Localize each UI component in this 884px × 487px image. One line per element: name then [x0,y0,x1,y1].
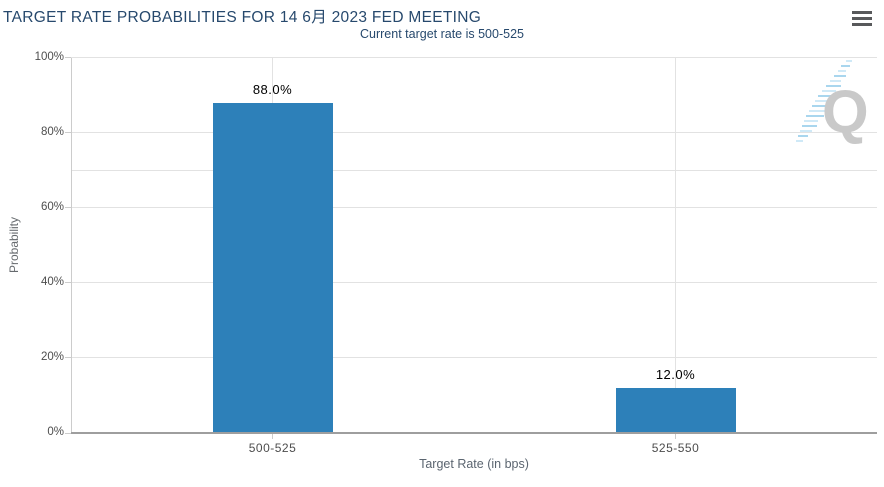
y-gridline [71,132,877,134]
y-gridline [71,207,877,209]
y-tick-label: 20% [40,350,64,363]
menu-bar [852,22,872,26]
y-axis-tick [65,357,71,359]
x-axis-title: Target Rate (in bps) [419,457,529,471]
y-tick-label: 0% [47,426,64,438]
y-gridline [71,357,877,359]
y-axis-line [71,57,72,433]
x-gridline [675,57,676,433]
bar-500-525[interactable] [212,102,333,433]
y-tick-label: 40% [40,275,64,288]
y-axis-tick [65,57,71,58]
y-axis-tick [65,132,71,134]
watermark-q-letter: Q [822,78,869,145]
chart-title: TARGET RATE PROBABILITIES FOR 14 6月 2023… [3,9,482,26]
y-tick-label: 80% [40,125,64,138]
menu-bar [852,16,872,20]
bar-525-550[interactable] [615,387,736,433]
y-axis-tick [65,207,71,209]
x-axis-tick [272,433,273,439]
menu-bar [852,10,872,14]
y-axis-tick [65,432,71,434]
x-category-label: 525-550 [651,441,700,455]
y-gridline [71,282,877,284]
y-tick-label: 60% [40,200,64,213]
y-tick-label: 100% [34,50,64,63]
x-axis-tick [675,433,676,439]
hamburger-menu-icon[interactable] [851,9,873,30]
y-gridline [71,57,877,58]
extra-gridline [71,169,877,171]
y-axis-tick [65,282,71,284]
bar-value-label: 88.0% [252,81,293,97]
chart-subtitle: Current target rate is 500-525 [360,27,524,41]
watermark-dash-trail [796,60,852,142]
quandl-logo-watermark: Q [796,60,869,145]
x-category-label: 500-525 [248,441,297,455]
bar-value-label: 12.0% [655,366,696,382]
x-axis-line [71,432,877,434]
